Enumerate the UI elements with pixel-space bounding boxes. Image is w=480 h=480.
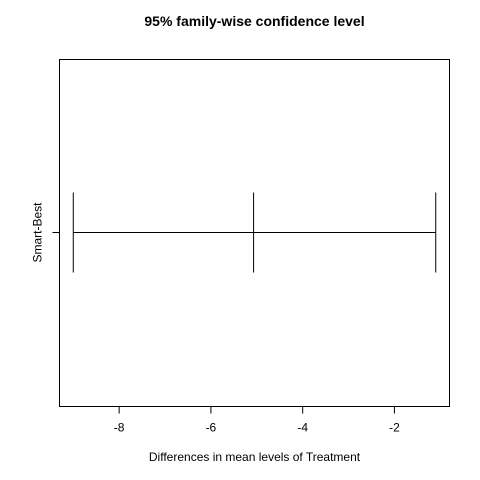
x-tick-label: -2 (389, 421, 400, 435)
x-tick-label: -4 (297, 421, 308, 435)
x-tick-label: -8 (114, 421, 125, 435)
chart-title: 95% family-wise confidence level (144, 13, 364, 29)
x-axis: -8 -6 -4 -2 (114, 406, 400, 435)
y-axis: Smart-Best (31, 202, 60, 263)
x-tick-label: -6 (206, 421, 217, 435)
y-tick-label: Smart-Best (31, 202, 45, 263)
x-axis-title: Differences in mean levels of Treatment (149, 450, 361, 464)
confidence-intervals (72, 192, 437, 273)
